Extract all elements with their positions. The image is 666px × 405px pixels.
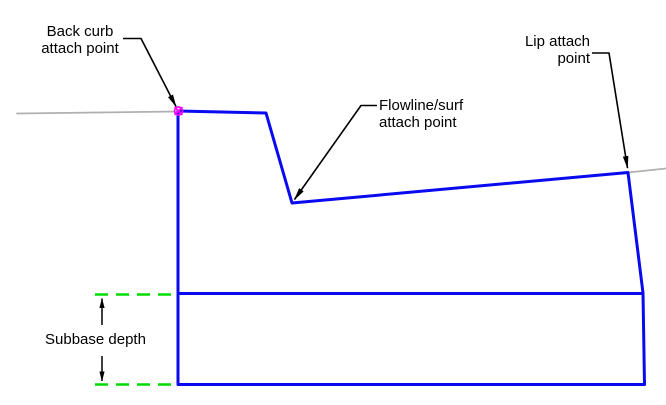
surface-lines [16, 110, 666, 174]
back-curb-leader [123, 37, 177, 108]
surface-line-right [627, 167, 666, 174]
curb-shape [176, 109, 646, 386]
subbase-extent-lines [95, 293, 177, 386]
curb-outline [176, 109, 646, 386]
subbase-label: Subbase depth [45, 331, 146, 348]
leaders [123, 37, 629, 201]
flowline-leader [293, 104, 377, 201]
back-curb-marker [173, 106, 184, 116]
flowline-label: Flowline/surf attach point [379, 97, 464, 131]
back-curb-label: Back curb attach point [41, 23, 119, 57]
surface-line-left [16, 110, 179, 115]
lip-label: Lip attach point [524, 33, 590, 67]
lip-leader [592, 52, 629, 169]
marker-circle [173, 106, 184, 116]
